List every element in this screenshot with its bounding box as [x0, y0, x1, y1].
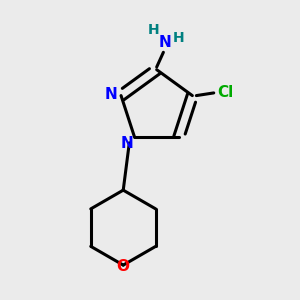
Text: N: N — [158, 35, 171, 50]
Text: N: N — [121, 136, 134, 151]
Text: H: H — [148, 22, 160, 37]
Text: Cl: Cl — [218, 85, 234, 100]
Text: N: N — [105, 87, 117, 102]
Text: O: O — [117, 259, 130, 274]
Text: H: H — [172, 31, 184, 45]
